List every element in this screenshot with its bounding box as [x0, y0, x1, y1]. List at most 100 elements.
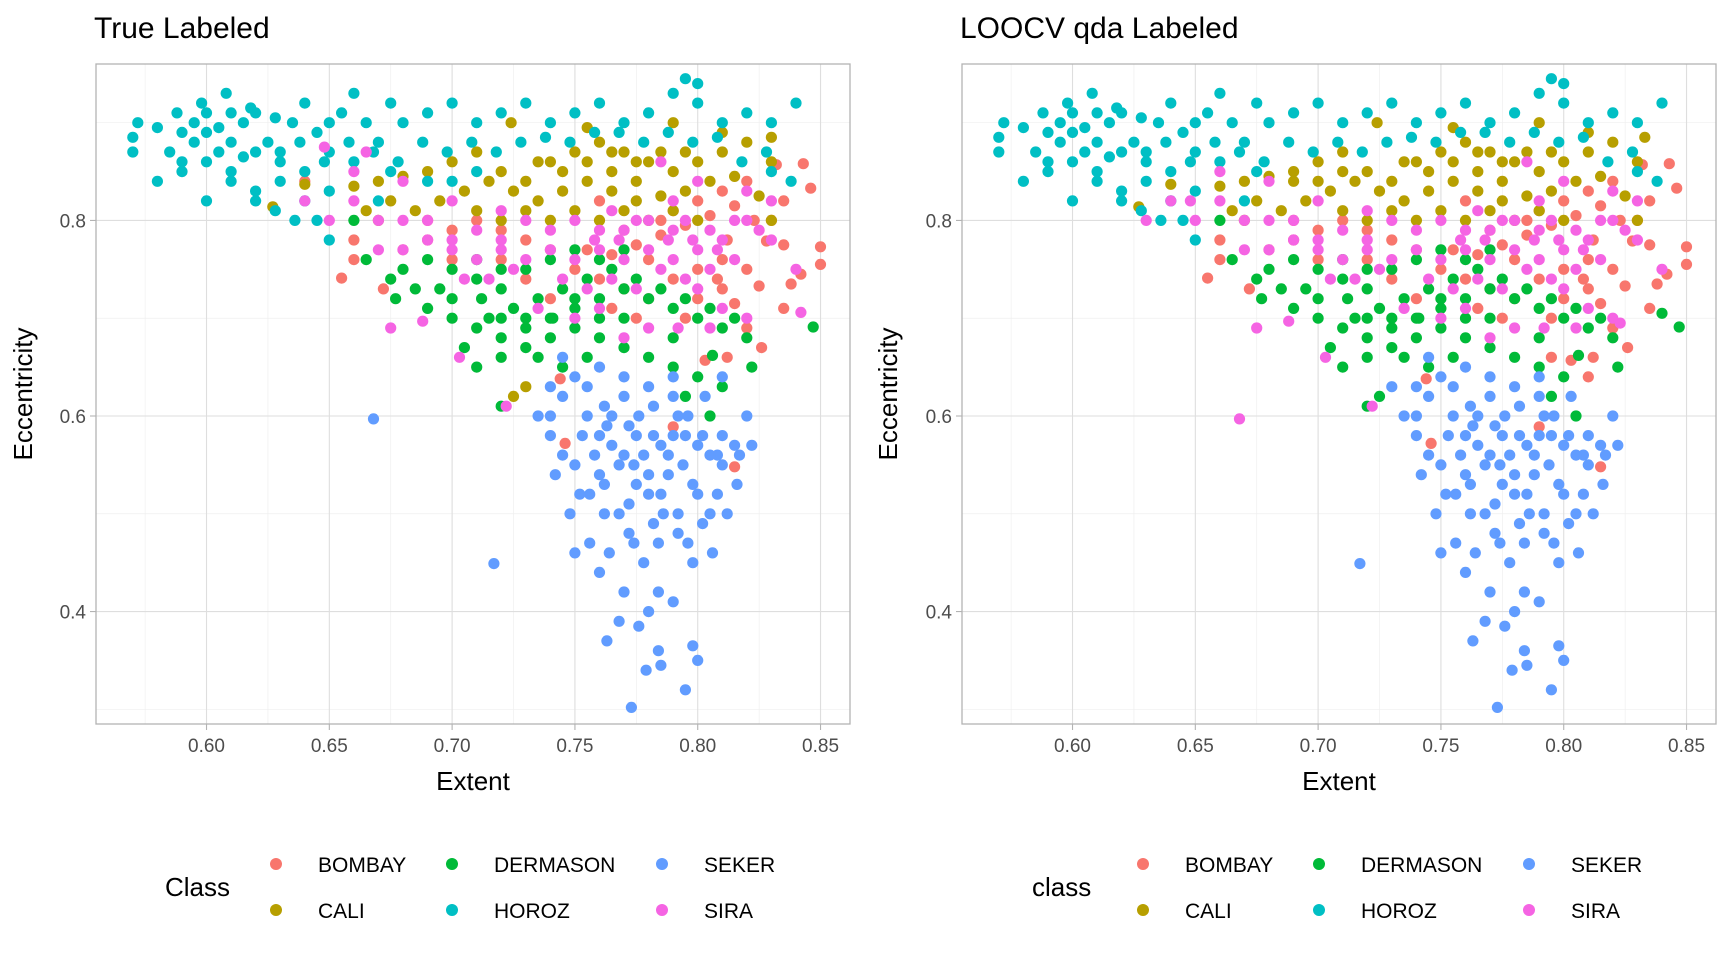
data-point	[1342, 293, 1354, 305]
data-point	[1324, 185, 1336, 197]
data-point	[1423, 449, 1435, 461]
data-point	[652, 537, 665, 549]
data-point	[1479, 459, 1491, 471]
data-point	[1607, 107, 1619, 119]
data-point	[1472, 166, 1484, 178]
data-point	[1017, 175, 1029, 187]
data-point	[672, 527, 684, 539]
data-point	[1189, 214, 1201, 226]
data-point	[559, 437, 571, 449]
data-point	[348, 156, 360, 168]
data-point	[318, 156, 330, 168]
data-point	[1152, 117, 1165, 129]
data-point	[1312, 224, 1324, 236]
data-point	[593, 97, 606, 109]
data-point	[790, 263, 802, 275]
data-point	[422, 254, 434, 266]
data-point	[372, 136, 384, 148]
data-point	[692, 312, 704, 324]
data-point	[1165, 97, 1177, 109]
data-point	[483, 273, 495, 285]
data-point	[765, 156, 778, 168]
data-point	[1533, 273, 1545, 285]
data-point	[318, 141, 330, 153]
data-point	[679, 293, 692, 305]
data-point	[1366, 400, 1378, 412]
data-point	[1607, 185, 1619, 197]
data-point	[1459, 312, 1472, 324]
data-point	[1288, 214, 1300, 226]
data-point	[643, 244, 655, 256]
data-point	[544, 430, 557, 442]
x-tick-label: 0.85	[802, 736, 839, 757]
data-point	[1673, 321, 1685, 333]
data-point	[618, 117, 630, 129]
data-point	[294, 136, 306, 148]
data-point	[1602, 156, 1614, 168]
data-point	[729, 312, 741, 324]
data-point	[697, 430, 709, 442]
data-point	[1479, 234, 1491, 246]
data-point	[1472, 146, 1484, 158]
data-point	[1373, 185, 1386, 197]
data-point	[544, 254, 557, 266]
data-point	[544, 156, 557, 168]
data-point	[716, 302, 728, 314]
data-point	[667, 195, 679, 207]
data-point	[557, 351, 569, 363]
data-point	[471, 273, 483, 285]
legend-item-horoz: HOROZ	[1313, 900, 1437, 923]
data-point	[569, 214, 581, 226]
data-point	[630, 430, 642, 442]
data-point	[1521, 439, 1533, 451]
data-point	[483, 312, 495, 324]
data-point	[1545, 684, 1557, 696]
data-point	[1533, 166, 1545, 178]
data-point	[1619, 280, 1631, 292]
data-point	[1435, 312, 1447, 324]
data-point	[628, 459, 640, 471]
data-point	[655, 439, 667, 451]
data-point	[471, 361, 483, 373]
legend-key	[270, 904, 282, 916]
data-point	[1386, 381, 1398, 393]
data-point	[687, 640, 699, 652]
data-point	[1435, 459, 1447, 471]
data-point	[679, 73, 692, 85]
data-point	[1275, 283, 1287, 295]
data-point	[1361, 166, 1373, 178]
data-point	[245, 102, 257, 114]
data-point	[483, 175, 495, 187]
data-point	[692, 654, 704, 667]
data-point	[1361, 214, 1373, 226]
data-point	[618, 332, 630, 344]
x-tick-label: 0.80	[1545, 736, 1582, 757]
data-point	[741, 312, 753, 324]
data-point	[1435, 547, 1447, 559]
data-point	[1472, 249, 1484, 261]
data-point	[1030, 146, 1042, 158]
data-point	[547, 312, 559, 324]
data-point	[1545, 185, 1557, 197]
data-point	[471, 322, 483, 334]
data-point	[1538, 527, 1550, 539]
data-point	[1631, 117, 1643, 129]
data-point	[593, 332, 606, 344]
data-point	[1467, 420, 1479, 432]
data-point	[348, 254, 360, 266]
data-point	[581, 283, 593, 295]
data-point	[171, 107, 183, 119]
data-point	[348, 180, 360, 192]
data-point	[1644, 195, 1656, 207]
data-point	[716, 322, 728, 334]
data-point	[1361, 107, 1373, 119]
data-point	[1312, 234, 1324, 246]
data-point	[1570, 449, 1582, 461]
data-point	[1312, 156, 1324, 168]
legend: Class BOMBAY CALI DERMASON HOROZ SEKER SIRA	[165, 854, 775, 923]
data-point	[196, 97, 208, 109]
data-point	[795, 306, 807, 318]
y-tick-label: 0.6	[926, 407, 952, 428]
data-point	[711, 273, 724, 285]
data-point	[711, 131, 724, 143]
